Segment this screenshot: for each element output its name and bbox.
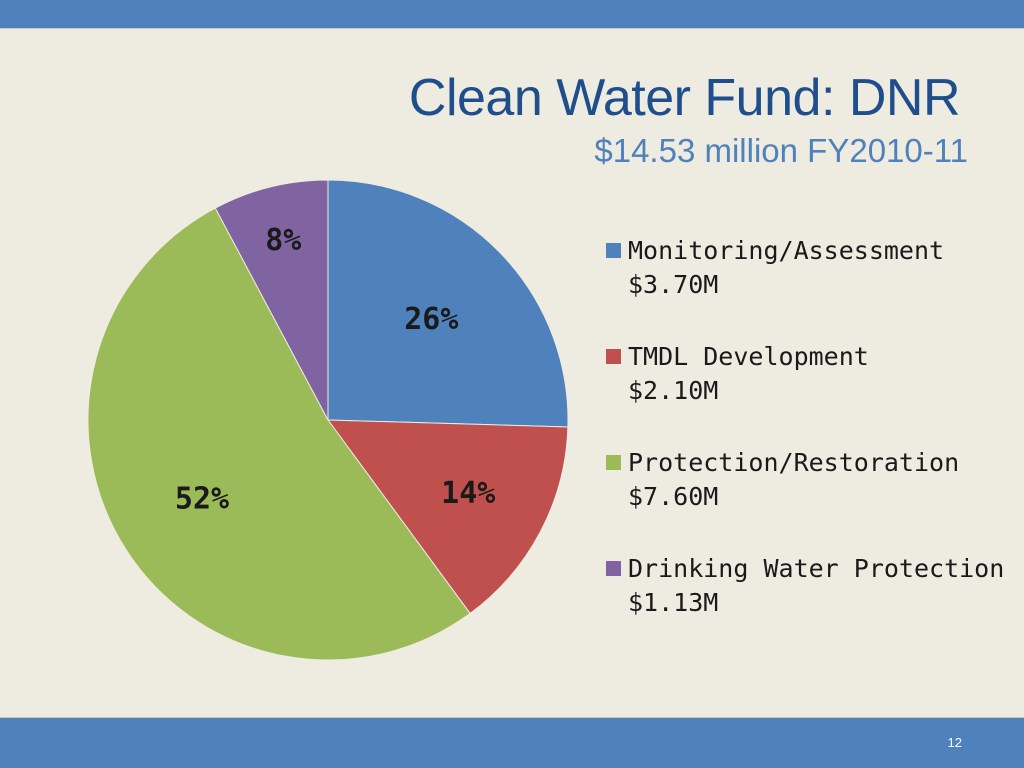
legend-category: TMDL Development	[628, 342, 869, 371]
legend-amount: $7.60M	[628, 482, 719, 511]
pie-label-protection-restoration: 52%	[175, 482, 229, 517]
legend-swatch	[606, 455, 621, 470]
slide-title: Clean Water Fund: DNR	[408, 69, 961, 127]
legend-swatch	[606, 349, 621, 364]
pie-slice-monitoring-assessment	[327, 179, 569, 428]
legend-swatch	[606, 561, 621, 576]
pie-label-drinking-water-protection: 8%	[265, 223, 301, 258]
legend-item-tmdl-development: TMDL Development $2.10M	[606, 340, 1006, 446]
pie-slice-drinking-water-protection	[214, 179, 329, 421]
legend-amount: $1.13M	[628, 588, 719, 617]
pie-label-tmdl-development: 14%	[441, 476, 495, 511]
pie-label-monitoring-assessment: 26%	[404, 302, 458, 337]
pie-slice-tmdl-development	[326, 419, 569, 615]
chart-legend: Monitoring/Assessment $3.70M TMDL Develo…	[606, 234, 1006, 658]
legend-item-drinking-water-protection: Drinking Water Protection $1.13M	[606, 552, 1006, 658]
pie-slice-protection-restoration	[87, 207, 471, 661]
legend-amount: $2.10M	[628, 376, 719, 405]
legend-text: Monitoring/Assessment $3.70M	[628, 234, 944, 302]
legend-item-protection-restoration: Protection/Restoration $7.60M	[606, 446, 1006, 552]
legend-category: Drinking Water Protection	[628, 554, 1005, 583]
legend-swatch	[606, 243, 621, 258]
legend-text: Drinking Water Protection $1.13M	[628, 552, 1004, 620]
legend-item-monitoring-assessment: Monitoring/Assessment $3.70M	[606, 234, 1006, 340]
legend-amount: $3.70M	[628, 270, 719, 299]
legend-category: Monitoring/Assessment	[628, 236, 945, 265]
legend-category: Protection/Restoration	[628, 448, 960, 477]
slide-subtitle: $14.53 million FY2010-11	[594, 132, 968, 169]
page-number: 12	[947, 735, 962, 750]
legend-text: Protection/Restoration $7.60M	[628, 446, 959, 514]
legend-text: TMDL Development $2.10M	[628, 340, 869, 408]
